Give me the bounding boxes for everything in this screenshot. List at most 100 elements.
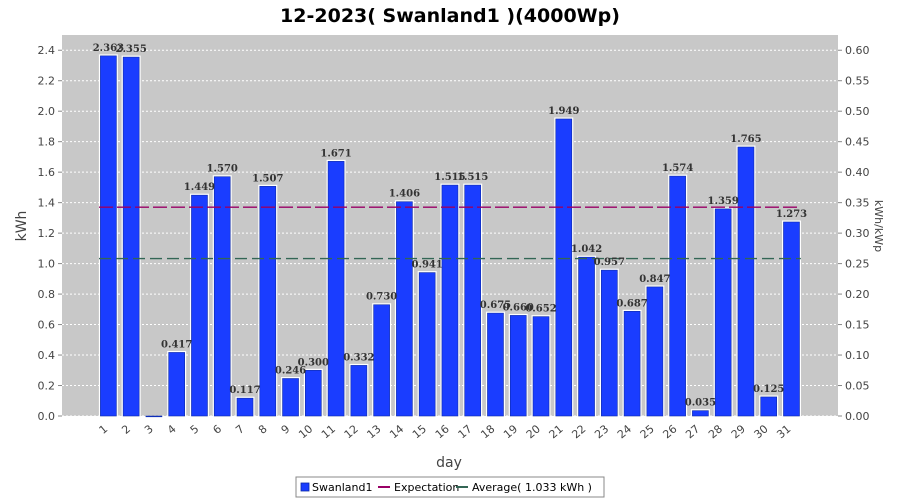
value-label: 0.332 <box>343 352 374 363</box>
value-label: 0.300 <box>298 357 329 368</box>
y-right-tick-label: 0.05 <box>845 380 870 393</box>
y-tick-label: 0.0 <box>38 410 56 423</box>
x-tick-label: 6 <box>210 422 224 436</box>
y-tick-label: 1.4 <box>38 197 56 210</box>
bar-day-8 <box>259 186 277 417</box>
value-label: 1.042 <box>571 244 602 255</box>
x-tick-label: 15 <box>410 422 429 441</box>
value-label: 0.730 <box>366 292 397 303</box>
value-label: 1.449 <box>184 182 215 193</box>
y-tick-label: 1.0 <box>38 258 56 271</box>
bar-day-12 <box>350 365 368 417</box>
y-tick-label: 1.2 <box>38 227 56 240</box>
x-tick-label: 19 <box>501 422 520 441</box>
bar-day-31 <box>783 221 800 417</box>
y-axis-label: kWh <box>14 211 30 242</box>
y-tick-label: 0.2 <box>38 380 56 393</box>
bar-day-23 <box>601 269 618 417</box>
value-label: 2.355 <box>115 44 146 55</box>
y-axis-right-label: kWh/kWp <box>872 200 885 252</box>
value-label: 1.574 <box>662 163 693 174</box>
value-label: 0.660 <box>503 302 534 313</box>
bar-day-25 <box>646 286 664 417</box>
x-tick-label: 2 <box>119 422 133 436</box>
y-tick-label: 0.8 <box>38 288 56 301</box>
y-right-tick-label: 0.60 <box>845 44 870 57</box>
bar-day-1 <box>100 55 117 417</box>
bar-day-29 <box>737 146 755 417</box>
x-axis-label: day <box>436 455 462 471</box>
y-right-tick-label: 0.50 <box>845 105 870 118</box>
value-label: 1.949 <box>548 106 579 117</box>
y-tick-label: 2.2 <box>38 75 56 88</box>
x-tick-label: 23 <box>592 422 611 441</box>
y-tick-label: 1.8 <box>38 136 56 149</box>
y-right-tick-label: 0.20 <box>845 288 870 301</box>
bar-day-6 <box>213 176 231 417</box>
bar-day-21 <box>555 118 573 417</box>
value-label: 0.687 <box>616 298 647 309</box>
x-tick-label: 7 <box>233 422 247 436</box>
bar-day-7 <box>236 397 254 417</box>
value-label: 1.515 <box>434 172 465 183</box>
value-label: 0.035 <box>685 398 716 409</box>
legend-label: Swanland1 <box>312 481 372 494</box>
legend: Swanland1 Expectation Average( 1.033 kWh ) <box>295 476 605 498</box>
bar-day-3 <box>145 415 163 418</box>
bar-day-28 <box>714 208 732 417</box>
bar-day-16 <box>441 184 459 417</box>
bar-day-18 <box>487 312 504 417</box>
x-tick-label: 29 <box>729 422 748 441</box>
value-label: 1.359 <box>708 196 739 207</box>
bar-day-2 <box>122 56 140 417</box>
bar-day-14 <box>396 201 413 417</box>
x-tick-label: 12 <box>342 422 361 441</box>
value-label: 1.406 <box>389 189 420 200</box>
y-right-tick-label: 0.00 <box>845 410 870 423</box>
bar-day-5 <box>191 194 208 417</box>
value-label: 1.273 <box>776 209 807 220</box>
bar-day-22 <box>578 256 595 417</box>
y-right-tick-label: 0.30 <box>845 227 870 240</box>
value-label: 1.765 <box>730 134 761 145</box>
y-right-tick-label: 0.40 <box>845 166 870 179</box>
x-tick-label: 24 <box>615 422 634 441</box>
y-right-tick-label: 0.25 <box>845 258 870 271</box>
x-tick-label: 30 <box>752 422 771 441</box>
legend-box <box>295 476 605 498</box>
legend-label: Expectation <box>394 481 459 494</box>
x-tick-label: 13 <box>364 422 383 441</box>
y-tick-label: 0.4 <box>38 349 56 362</box>
x-tick-label: 8 <box>256 422 270 436</box>
bar-day-15 <box>418 272 436 417</box>
value-label: 0.957 <box>594 257 625 268</box>
bar-day-24 <box>623 311 641 417</box>
reference-lines <box>99 206 801 260</box>
x-tick-label: 16 <box>433 422 452 441</box>
bar-day-26 <box>669 175 686 417</box>
x-tick-label: 4 <box>165 422 179 436</box>
value-label: 1.671 <box>320 148 351 159</box>
x-axis-ticks: 1 2 3 4 5 6 7 8 9 10 11 12 13 14 15 16 17 18 19 20 21 22 23 24 2… <box>97 422 794 441</box>
x-tick-label: 28 <box>706 422 725 441</box>
value-label: 1.570 <box>207 164 238 175</box>
bar-day-27 <box>692 410 709 417</box>
legend-swatch <box>300 482 310 492</box>
value-label: 0.847 <box>639 274 670 285</box>
bar-day-4 <box>168 352 185 417</box>
value-label: 0.941 <box>412 260 443 271</box>
bar-day-13 <box>373 304 390 417</box>
bar-day-9 <box>282 378 299 417</box>
value-label: 0.246 <box>275 366 306 377</box>
y-right-tick-label: 0.45 <box>845 136 870 149</box>
y-tick-label: 1.6 <box>38 166 56 179</box>
bar-day-30 <box>760 396 778 417</box>
value-label: 0.125 <box>753 384 784 395</box>
y-right-tick-label: 0.35 <box>845 197 870 210</box>
y-tick-label: 0.6 <box>38 319 56 332</box>
x-tick-label: 27 <box>683 422 702 441</box>
x-tick-label: 5 <box>188 422 202 436</box>
value-label: 0.417 <box>161 339 192 350</box>
